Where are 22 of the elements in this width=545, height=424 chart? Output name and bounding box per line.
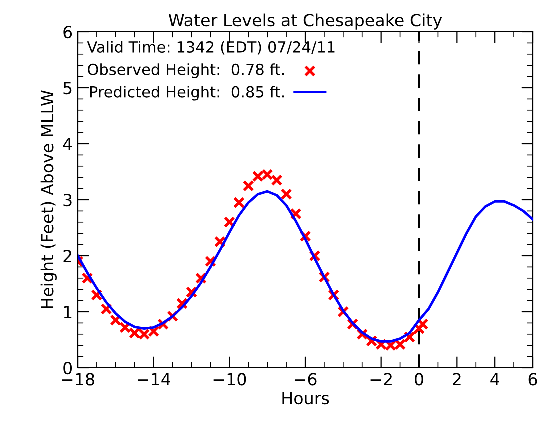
x-tick-label: 2 [453, 373, 461, 386]
legend-label: Predicted Height: 0.85 ft. [90, 86, 284, 101]
y-tick-label: 0 [64, 362, 72, 375]
x-tick-label: −2 [370, 373, 392, 386]
x-tick-label: 6 [528, 373, 538, 386]
y-tick-label: 3 [64, 194, 72, 207]
x-tick-label: 0 [415, 373, 424, 386]
y-tick-label: 4 [63, 138, 72, 150]
chart-title: Water Levels at Chesapeake City [168, 14, 442, 30]
x-tick-label: −10 [214, 373, 246, 386]
y-tick-label: 1 [64, 306, 72, 318]
y-tick-label: 2 [64, 250, 72, 262]
y-tick-label: 6 [64, 26, 72, 39]
x-tick-label: −18 [62, 373, 94, 386]
y-axis-title: Height (Feet) Above MLLW [40, 90, 57, 308]
legend-title: Valid Time: 1342 (EDT) 07/24/11 [87, 41, 335, 55]
y-tick-label: 5 [64, 82, 72, 95]
legend-label: Observed Height: 0.78 ft. [88, 64, 284, 78]
x-tick-label: −14 [138, 373, 170, 386]
x-tick-label: 4 [490, 373, 500, 386]
x-axis-title: Hours [282, 392, 330, 405]
x-tick-label: −6 [294, 373, 317, 386]
